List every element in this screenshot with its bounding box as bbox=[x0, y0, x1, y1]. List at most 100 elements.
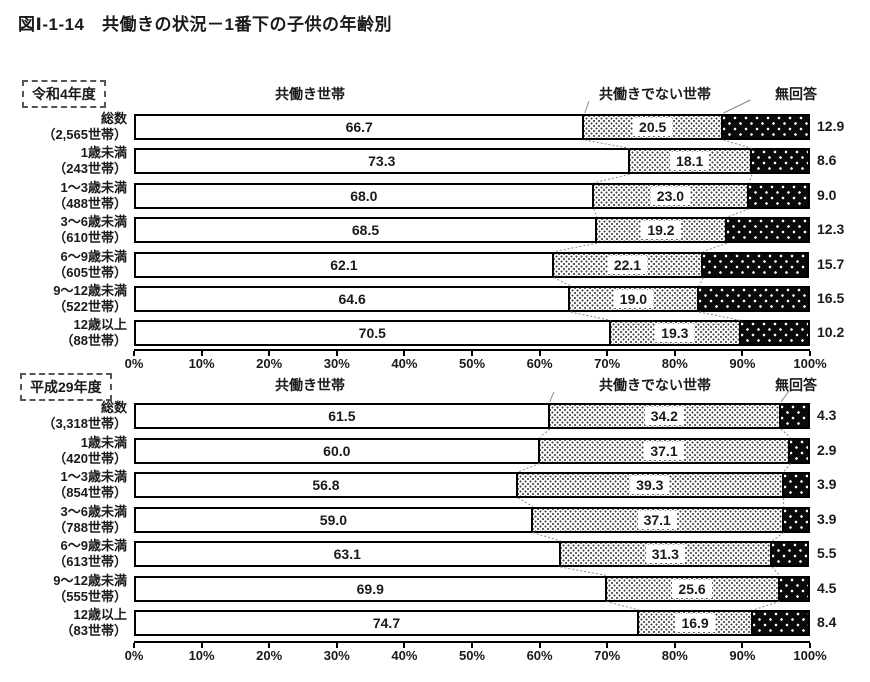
category-name: 9～12歳未満 bbox=[53, 283, 127, 298]
x-axis-tick-label: 60% bbox=[526, 648, 553, 663]
category-count: （3,318世帯） bbox=[42, 416, 127, 431]
segment-no-answer bbox=[720, 114, 810, 140]
bar-row: 63.1 31.3 bbox=[134, 541, 810, 567]
connector-line bbox=[748, 174, 753, 183]
connector-line bbox=[699, 311, 742, 321]
segment-no-answer bbox=[781, 506, 810, 533]
connector-line bbox=[753, 601, 780, 611]
connector-line bbox=[726, 208, 750, 218]
x-axis-tick-label: 0% bbox=[124, 648, 144, 663]
value-label: 19.3 bbox=[655, 324, 695, 343]
x-axis-tick bbox=[538, 643, 541, 648]
x-axis-tick-label: 40% bbox=[391, 648, 418, 663]
connector-line bbox=[780, 428, 791, 438]
segment-dual-income: 70.5 bbox=[134, 320, 611, 347]
segment-dual-income: 62.1 bbox=[134, 251, 554, 278]
value-label-no-answer: 16.5 bbox=[817, 290, 845, 306]
segment-not-dual-income: 22.1 bbox=[551, 251, 704, 278]
x-axis-tick bbox=[741, 351, 744, 356]
value-label-no-answer: 10.2 bbox=[817, 324, 845, 341]
value-label-no-answer: 2.9 bbox=[817, 441, 837, 458]
category-name: 1歳未満 bbox=[80, 434, 127, 450]
segment-not-dual-income: 16.9 bbox=[636, 610, 754, 636]
value-label: 62.1 bbox=[330, 256, 358, 273]
connector-line bbox=[532, 532, 561, 542]
segment-dual-income: 63.1 bbox=[134, 541, 561, 567]
value-label: 63.1 bbox=[333, 546, 361, 562]
value-label: 18.1 bbox=[670, 152, 710, 171]
category-name: 12歳以上 bbox=[73, 317, 127, 333]
x-axis-tick-label: 70% bbox=[594, 356, 621, 371]
legend-item-no-answer: 無回答 bbox=[775, 86, 817, 102]
category-name: 6～9歳未満 bbox=[60, 538, 127, 553]
category-label: 1歳未満 （420世帯） bbox=[0, 433, 130, 469]
connector-line bbox=[593, 173, 630, 184]
value-label: 60.0 bbox=[323, 442, 351, 459]
x-axis-line bbox=[134, 349, 810, 351]
connector-line bbox=[517, 497, 534, 507]
connector-line bbox=[584, 100, 590, 114]
x-axis-tick-label: 10% bbox=[188, 648, 215, 663]
category-count: （88世帯） bbox=[60, 333, 127, 349]
segment-no-answer bbox=[788, 437, 810, 464]
x-axis-tick-label: 0% bbox=[124, 356, 144, 371]
segment-dual-income: 61.5 bbox=[134, 403, 550, 429]
category-label: 総数 （2,565世帯） bbox=[0, 109, 130, 145]
category-name: 6～9歳未満 bbox=[60, 248, 127, 264]
x-axis-tick-label: 20% bbox=[256, 356, 283, 371]
category-label: 3～6歳未満 （610世帯） bbox=[0, 212, 130, 248]
category-count: （420世帯） bbox=[53, 450, 127, 466]
value-label: 39.3 bbox=[630, 476, 670, 494]
period-label-box: 平成29年度 bbox=[20, 373, 112, 401]
connector-line bbox=[698, 277, 704, 287]
category-name: 1歳未満 bbox=[80, 145, 127, 161]
segment-dual-income: 64.6 bbox=[134, 286, 571, 312]
category-name: 1～3歳未満 bbox=[60, 179, 127, 195]
connector-line bbox=[771, 532, 784, 542]
category-label: 1～3歳未満 （854世帯） bbox=[0, 467, 130, 503]
x-axis-tick-label: 50% bbox=[458, 356, 486, 371]
value-label-no-answer: 3.9 bbox=[817, 510, 837, 527]
category-label: 12歳以上 （88世帯） bbox=[0, 315, 130, 351]
bar-row: 73.3 18.1 bbox=[134, 148, 810, 175]
value-label-no-answer: 4.5 bbox=[817, 579, 837, 596]
x-axis-tick bbox=[673, 643, 676, 648]
connector-line bbox=[593, 208, 598, 218]
value-label: 68.0 bbox=[350, 187, 378, 204]
x-axis-line bbox=[134, 641, 810, 643]
segment-dual-income: 60.0 bbox=[134, 437, 540, 464]
category-name: 9～12歳未満 bbox=[53, 572, 127, 588]
value-label: 34.2 bbox=[644, 407, 684, 425]
x-axis-tick bbox=[538, 351, 541, 356]
segment-dual-income: 69.9 bbox=[134, 575, 607, 602]
value-label: 23.0 bbox=[650, 186, 691, 205]
segment-not-dual-income: 34.2 bbox=[547, 403, 781, 429]
x-axis-tick-label: 50% bbox=[458, 648, 486, 663]
segment-not-dual-income: 19.0 bbox=[568, 286, 699, 312]
value-label: 61.5 bbox=[328, 408, 356, 424]
segment-not-dual-income: 25.6 bbox=[604, 575, 780, 602]
x-axis-tick bbox=[809, 643, 811, 648]
value-label-no-answer: 12.3 bbox=[817, 221, 845, 238]
value-label: 19.0 bbox=[613, 290, 654, 308]
value-label-no-answer: 5.5 bbox=[817, 545, 837, 561]
x-axis-tick bbox=[809, 351, 811, 356]
x-axis-tick-label: 20% bbox=[256, 648, 283, 663]
segment-no-answer bbox=[770, 541, 810, 567]
bar-row: 61.5 34.2 bbox=[134, 403, 810, 429]
bar-row: 68.5 19.2 bbox=[134, 217, 810, 244]
value-label: 74.7 bbox=[372, 615, 401, 631]
bar-row: 70.5 19.3 bbox=[134, 320, 810, 347]
value-label-no-answer: 12.9 bbox=[817, 118, 845, 134]
x-axis-tick bbox=[133, 351, 135, 356]
legend-item-not-dual-income: 共働きでない世帯 bbox=[599, 86, 711, 102]
connector-line bbox=[549, 391, 555, 403]
x-axis-tick-label: 90% bbox=[729, 356, 756, 371]
category-name: 総数 bbox=[100, 111, 127, 126]
connector-line bbox=[783, 463, 791, 473]
category-label: 9～12歳未満 （555世帯） bbox=[0, 571, 130, 607]
category-count: （613世帯） bbox=[53, 554, 127, 569]
value-label-no-answer: 15.7 bbox=[817, 255, 845, 272]
x-axis-tick bbox=[403, 351, 406, 356]
